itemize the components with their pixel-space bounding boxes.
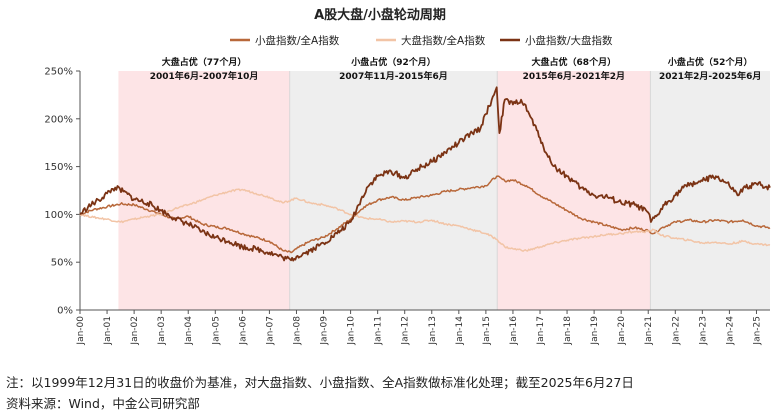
x-tick-label: Jan-24	[725, 316, 735, 346]
period-range-3: 2015年6月-2021年2月	[523, 70, 625, 82]
x-tick-label: Jan-15	[482, 316, 492, 346]
period-band-3	[497, 71, 651, 310]
x-tick-label: Jan-10	[347, 316, 357, 346]
x-tick-label: Jan-07	[265, 316, 275, 346]
x-tick-label: Jan-00	[76, 316, 86, 346]
period-range-4: 2021年2月-2025年6月	[659, 70, 761, 82]
x-tick-label: Jan-06	[238, 316, 248, 346]
legend-label-1: 小盘指数/全A指数	[255, 34, 340, 47]
period-band-1	[118, 71, 290, 310]
legend: 小盘指数/全A指数 大盘指数/全A指数 小盘指数/大盘指数	[230, 34, 613, 47]
period-label-1: 大盘占优（77个月）	[162, 56, 247, 68]
x-tick-label: Jan-02	[130, 316, 140, 346]
y-tick-label: 100%	[44, 210, 73, 221]
period-annotations: 大盘占优（77个月） 2001年6月-2007年10月 小盘占优（92个月） 2007…	[150, 56, 762, 82]
series-lines	[79, 86, 771, 262]
period-band-4	[650, 71, 770, 310]
y-tick-label: 50%	[51, 258, 73, 269]
axes: 0% 50% 100% 150% 200% 250% Jan-00 Jan-01 Jan-02 J…	[44, 67, 770, 346]
period-bands	[118, 71, 770, 310]
x-tick-label: Jan-08	[292, 316, 302, 346]
y-tick-label: 0%	[57, 306, 73, 317]
period-band-2	[289, 71, 498, 310]
legend-label-3: 小盘指数/大盘指数	[525, 34, 613, 47]
x-tick-label: Jan-13	[428, 316, 438, 346]
x-tick-label: Jan-19	[590, 316, 600, 346]
x-tick-label: Jan-17	[536, 316, 546, 346]
period-range-2: 2007年11月-2015年6月	[339, 70, 448, 82]
chart-title: A股大盘/小盘轮动周期	[314, 7, 446, 23]
y-tick-label: 150%	[44, 162, 73, 173]
footnote: 注：以1999年12月31日的收盘价为基准，对大盘指数、小盘指数、全A指数做标准…	[6, 375, 634, 390]
x-tick-label: Jan-22	[671, 316, 681, 346]
period-label-2: 小盘占优（92个月）	[350, 56, 436, 68]
x-tick-label: Jan-21	[644, 316, 654, 346]
x-tick-label: Jan-01	[103, 316, 113, 346]
x-tick-label: Jan-14	[455, 316, 465, 346]
period-label-4: 小盘占优（52个月）	[667, 56, 753, 68]
period-range-1: 2001年6月-2007年10月	[150, 70, 259, 82]
period-label-3: 大盘占优（68个月）	[532, 56, 617, 68]
y-tick-label: 200%	[44, 114, 73, 125]
x-tick-label: Jan-16	[509, 316, 519, 346]
series-line-3	[79, 86, 771, 262]
x-tick-label: Jan-12	[401, 316, 411, 346]
y-tick-label: 250%	[44, 67, 73, 78]
x-tick-label: Jan-25	[752, 316, 762, 346]
series-line-1	[79, 175, 771, 254]
x-tick-label: Jan-20	[617, 316, 627, 346]
x-tick-label: Jan-23	[698, 316, 708, 346]
series-line-2	[79, 188, 771, 252]
x-tick-label: Jan-05	[211, 316, 221, 346]
x-tick-label: Jan-09	[320, 316, 330, 346]
source-note: 资料来源：Wind，中金公司研究部	[6, 396, 200, 411]
x-tick-label: Jan-03	[157, 316, 167, 346]
legend-label-2: 大盘指数/全A指数	[401, 34, 486, 47]
x-tick-label: Jan-18	[563, 316, 573, 346]
x-tick-label: Jan-11	[374, 316, 384, 346]
x-tick-label: Jan-04	[184, 316, 194, 346]
